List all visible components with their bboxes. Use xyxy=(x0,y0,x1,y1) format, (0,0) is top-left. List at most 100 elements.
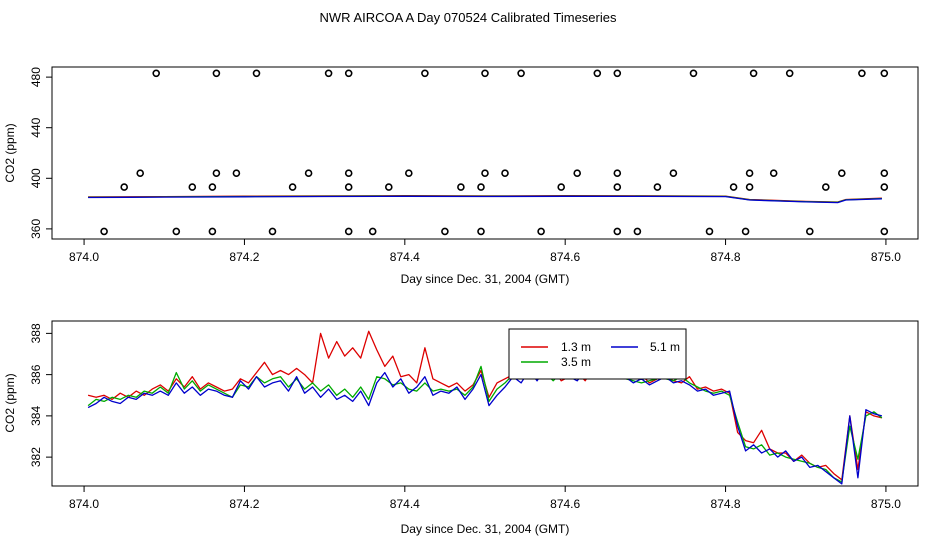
panel-top-series xyxy=(88,195,882,204)
data-point-circle xyxy=(384,183,393,191)
data-point-circle xyxy=(745,183,754,191)
legend-label-5-1m: 5.1 m xyxy=(650,340,680,354)
data-point-circle xyxy=(481,169,489,177)
data-point-circle xyxy=(517,69,525,78)
data-point-circle xyxy=(252,69,261,78)
data-point-circle xyxy=(304,169,313,177)
panel-top-y-axis: 360 400 440 480 xyxy=(29,67,52,239)
y-tick-label: 400 xyxy=(29,168,43,188)
x-tick-label: 875.0 xyxy=(871,497,901,511)
x-tick-label: 874.6 xyxy=(550,497,580,511)
x-tick-label: 874.0 xyxy=(69,497,99,511)
data-point-circle xyxy=(729,183,738,191)
panel-bottom-series xyxy=(87,330,883,485)
series-line-1-3m xyxy=(87,330,883,481)
data-point-circle xyxy=(344,183,353,191)
data-point-circle xyxy=(837,169,846,177)
data-point-circle xyxy=(613,169,622,177)
data-point-circle xyxy=(188,183,197,191)
data-point-circle xyxy=(404,169,413,177)
panel-bottom-ylabel: CO2 (ppm) xyxy=(3,373,17,432)
panel-top-ylabel: CO2 (ppm) xyxy=(3,123,17,182)
data-point-circle xyxy=(689,69,698,78)
y-tick-label: 386 xyxy=(29,364,43,384)
data-point-circle xyxy=(705,227,714,236)
data-point-circle xyxy=(653,183,662,191)
x-tick-label: 874.2 xyxy=(229,250,259,264)
y-tick-label: 360 xyxy=(29,219,43,239)
data-point-circle xyxy=(669,169,678,177)
x-tick-label: 875.0 xyxy=(871,250,901,264)
data-point-circle xyxy=(120,183,128,191)
panel-bottom-xlabel: Day since Dec. 31, 2004 (GMT) xyxy=(401,522,570,536)
data-point-circle xyxy=(880,169,889,177)
chart-title: NWR AIRCOA A Day 070524 Calibrated Times… xyxy=(320,10,617,25)
data-point-circle xyxy=(745,169,754,177)
panel-bottom-y-axis: 382 384 386 388 xyxy=(29,323,52,467)
data-point-circle xyxy=(344,69,353,78)
y-tick-label: 480 xyxy=(29,67,43,87)
data-point-circle xyxy=(858,69,866,78)
data-point-circle xyxy=(208,183,217,191)
x-tick-label: 874.6 xyxy=(550,250,580,264)
data-point-circle xyxy=(805,227,814,236)
legend-label-1-3m: 1.3 m xyxy=(561,340,591,354)
data-point-circle xyxy=(821,183,830,191)
data-point-circle xyxy=(268,227,277,236)
data-point-circle xyxy=(613,227,622,236)
data-point-circle xyxy=(212,69,221,78)
data-point-circle xyxy=(537,227,545,236)
data-point-circle xyxy=(880,227,889,236)
legend-box xyxy=(508,328,687,380)
data-point-circle xyxy=(344,227,353,236)
series-line-5-1m xyxy=(88,195,882,204)
panel-bottom-x-axis: 874.0 874.2 874.4 874.6 874.8 875.0 xyxy=(69,486,901,511)
data-point-circle xyxy=(100,227,108,236)
panel-top-xlabel: Day since Dec. 31, 2004 (GMT) xyxy=(401,272,570,286)
x-tick-label: 874.2 xyxy=(229,497,259,511)
data-point-circle xyxy=(741,227,750,236)
data-point-circle xyxy=(769,169,778,177)
data-point-circle xyxy=(324,69,333,78)
data-point-circle xyxy=(593,69,602,78)
data-point-circle xyxy=(152,69,160,78)
data-point-circle xyxy=(501,169,509,177)
data-point-circle xyxy=(481,69,489,78)
data-point-circle xyxy=(441,227,449,236)
panel-top-frame xyxy=(51,66,919,240)
data-point-circle xyxy=(880,183,889,191)
data-point-circle xyxy=(613,183,622,191)
data-point-circle xyxy=(172,227,181,236)
x-tick-label: 874.0 xyxy=(69,250,99,264)
data-point-circle xyxy=(232,169,241,177)
data-point-circle xyxy=(421,69,429,78)
panel-top-x-axis: 874.0 874.2 874.4 874.6 874.8 875.0 xyxy=(69,239,901,264)
data-point-circle xyxy=(880,69,889,78)
panel-top: 874.0 874.2 874.4 874.6 874.8 875.0 360 400 440… xyxy=(3,66,919,286)
data-point-circle xyxy=(749,69,758,78)
data-point-circle xyxy=(633,227,642,236)
data-point-circle xyxy=(477,227,485,236)
data-point-circle xyxy=(344,169,353,177)
legend-label-3-5m: 3.5 m xyxy=(561,355,591,369)
y-tick-label: 388 xyxy=(29,323,43,343)
x-tick-label: 874.8 xyxy=(711,497,741,511)
data-point-circle xyxy=(212,169,221,177)
data-point-circle xyxy=(613,69,622,78)
panel-bottom-frame xyxy=(51,320,919,487)
data-point-circle xyxy=(573,169,582,177)
x-tick-label: 874.4 xyxy=(390,497,420,511)
data-point-circle xyxy=(288,183,297,191)
data-point-circle xyxy=(477,183,485,191)
data-point-circle xyxy=(136,169,144,177)
x-tick-label: 874.8 xyxy=(711,250,741,264)
data-point-circle xyxy=(368,227,377,236)
y-tick-label: 440 xyxy=(29,117,43,137)
data-point-circle xyxy=(208,227,217,236)
data-point-circle xyxy=(785,69,794,78)
legend: 1.3 m 5.1 m 3.5 m xyxy=(508,328,687,380)
x-tick-label: 874.4 xyxy=(390,250,420,264)
y-tick-label: 384 xyxy=(29,406,43,426)
data-point-circle xyxy=(557,183,566,191)
